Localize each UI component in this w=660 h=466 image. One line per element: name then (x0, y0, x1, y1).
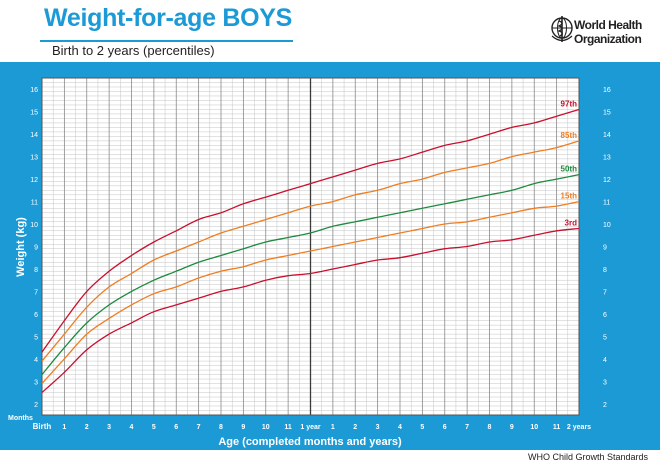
x-tick-label: 1 (62, 424, 66, 431)
y-axis-label: Weight (kg) (15, 217, 27, 277)
title-underline (40, 40, 293, 42)
y-tick-label: 13 (30, 155, 38, 162)
y-tick-label: 8 (603, 267, 607, 274)
x-tick-label: 3 (376, 424, 380, 431)
y-tick-label: 15 (30, 110, 38, 117)
y-tick-label: 8 (34, 267, 38, 274)
x-tick-label: 10 (262, 424, 270, 431)
y-tick-label: 4 (603, 357, 607, 364)
curve-97th (41, 108, 580, 353)
series-labels: 97th 85th 50th 15th 3rd (561, 99, 578, 227)
y-tick-label: 12 (30, 177, 38, 184)
y-tick-label: 3 (34, 379, 38, 386)
plot-border (41, 77, 580, 416)
chart-title: Weight-for-age BOYS (44, 4, 293, 32)
y-tick-label: 12 (603, 177, 611, 184)
x-tick-label: 7 (465, 424, 469, 431)
y-tick-label: 16 (30, 87, 38, 94)
y-tick-label: 11 (31, 200, 38, 207)
x-tick-label: 8 (219, 424, 223, 431)
curve-15th (41, 200, 580, 384)
x-tick-label: 8 (488, 424, 492, 431)
who-logo: World Health Organization (548, 14, 648, 46)
y-tick-label: 10 (603, 222, 611, 229)
x-tick-label: 6 (174, 424, 178, 431)
y-tick-label: 3 (603, 379, 607, 386)
y-tick-label: 13 (603, 155, 611, 162)
x-tick-label: 5 (152, 424, 156, 431)
grid (41, 77, 580, 416)
x-tick-label: 9 (241, 424, 245, 431)
y-ticks-right: 2 3 4 5 6 7 8 9 10 11 12 13 14 15 16 (603, 87, 611, 409)
months-label: Months (8, 415, 33, 422)
x-tick-label: 6 (443, 424, 447, 431)
chart-subtitle: Birth to 2 years (percentiles) (52, 43, 215, 58)
x-tick-label: 10 (530, 424, 538, 431)
x-tick-label: 4 (130, 424, 134, 431)
footer-credit: WHO Child Growth Standards (527, 452, 648, 462)
x-tick-label: 2 years (567, 424, 591, 431)
curve-3rd (41, 227, 580, 393)
chart-frame: 2 3 4 5 6 7 8 9 10 11 12 13 14 15 16 2 3 4 5 6 7 8 9 10 11 12 13 1… (0, 62, 660, 450)
y-tick-label: 4 (34, 357, 38, 364)
x-tick-label: 11 (284, 424, 292, 431)
y-tick-label: 14 (603, 132, 611, 139)
x-axis-label: Age (completed months and years) (218, 436, 402, 448)
y-tick-label: 9 (34, 245, 38, 252)
x-tick-label: 1 year (300, 424, 321, 431)
percentile-curves (41, 108, 580, 393)
x-tick-label: 9 (510, 424, 514, 431)
x-tick-label: 2 (353, 424, 357, 431)
curve-label-50th: 50th (561, 165, 578, 174)
y-tick-label: 9 (603, 245, 607, 252)
who-emblem-icon (551, 16, 573, 42)
curve-50th (41, 173, 580, 376)
x-tick-label: 3 (107, 424, 111, 431)
x-tick-label: 11 (553, 424, 561, 431)
curve-label-15th: 15th (561, 192, 578, 201)
x-tick-label: 5 (420, 424, 424, 431)
curve-label-3rd: 3rd (565, 219, 578, 228)
x-tick-label: 1 (331, 424, 335, 431)
y-tick-label: 2 (34, 402, 38, 409)
x-tick-label: 4 (398, 424, 402, 431)
y-tick-label: 7 (603, 289, 607, 296)
x-tick-label: 2 (85, 424, 89, 431)
y-ticks-left: 2 3 4 5 6 7 8 9 10 11 12 13 14 15 16 (30, 87, 38, 409)
y-tick-label: 15 (603, 110, 611, 117)
y-tick-label: 6 (34, 312, 38, 319)
y-tick-label: 5 (34, 334, 38, 341)
y-tick-label: 11 (603, 200, 610, 207)
y-tick-label: 10 (30, 222, 38, 229)
who-logo-line2: Organization (574, 32, 642, 46)
y-tick-label: 16 (603, 87, 611, 94)
x-tick-label: 7 (197, 424, 201, 431)
y-tick-label: 5 (603, 334, 607, 341)
y-tick-label: 14 (30, 132, 38, 139)
x-ticks: Birth 1 2 3 4 5 6 7 8 9 10 11 1 year 1 2 3 4 5 6 7 8 9 10 11 2 y… (33, 422, 592, 431)
curve-label-97th: 97th (561, 99, 578, 108)
curve-label-85th: 85th (561, 131, 578, 140)
x-tick-label: Birth (33, 422, 52, 431)
y-tick-label: 7 (34, 289, 38, 296)
who-logo-line1: World Health (574, 18, 642, 32)
y-tick-label: 2 (603, 402, 607, 409)
curve-85th (41, 140, 580, 362)
y-tick-label: 6 (603, 312, 607, 319)
